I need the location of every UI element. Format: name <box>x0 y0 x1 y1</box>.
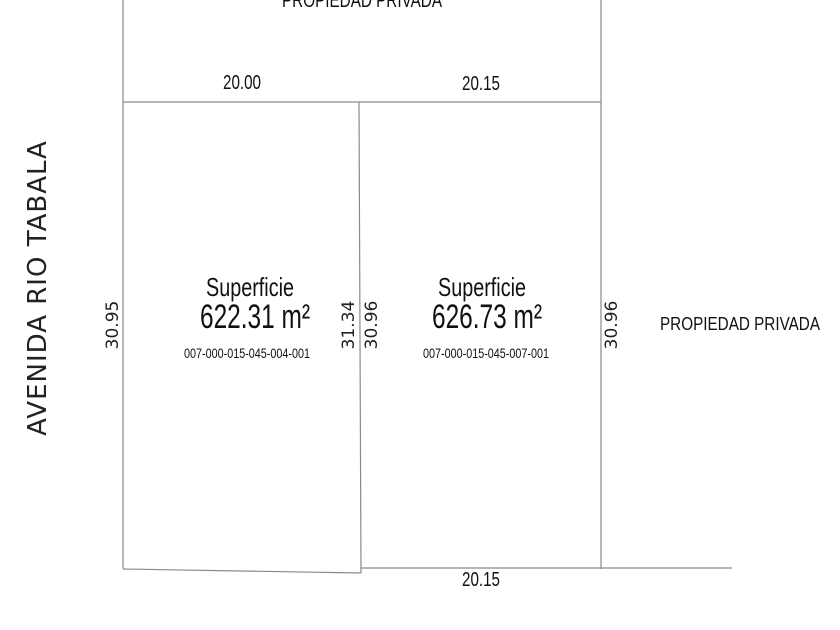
dim-left: 30.95 <box>103 301 123 350</box>
bottom-boundary-left <box>122 568 362 574</box>
lot-cadastral-id: 007-000-015-045-007-001 <box>423 345 549 361</box>
street-label: AVENIDA RIO TABALA <box>23 140 53 436</box>
dim-top-right: 20.15 <box>462 73 500 95</box>
boundary-lines <box>122 0 732 574</box>
neighbor-right-label: PROPIEDAD PRIVADA <box>660 314 820 334</box>
lot-area: 622.31 m² <box>200 298 310 336</box>
dim-right: 30.96 <box>602 301 622 350</box>
dim-middle-left: 31.34 <box>339 301 359 350</box>
lot-area-label: Superficie <box>438 272 526 302</box>
lot-1: Superficie 622.31 m² 007-000-015-045-004… <box>184 272 310 361</box>
lot-area-label: Superficie <box>206 272 294 302</box>
lot-2: Superficie 626.73 m² 007-000-015-045-007… <box>423 272 549 361</box>
neighbor-top-label: PROPIEDAD PRIVADA <box>282 0 442 12</box>
lot-area: 626.73 m² <box>432 298 542 336</box>
dim-bottom: 20.15 <box>462 569 500 591</box>
dim-middle-right: 30.96 <box>362 301 382 350</box>
dim-top-left: 20.00 <box>223 72 261 94</box>
middle-divider <box>358 101 362 574</box>
lot-cadastral-id: 007-000-015-045-004-001 <box>184 345 310 361</box>
